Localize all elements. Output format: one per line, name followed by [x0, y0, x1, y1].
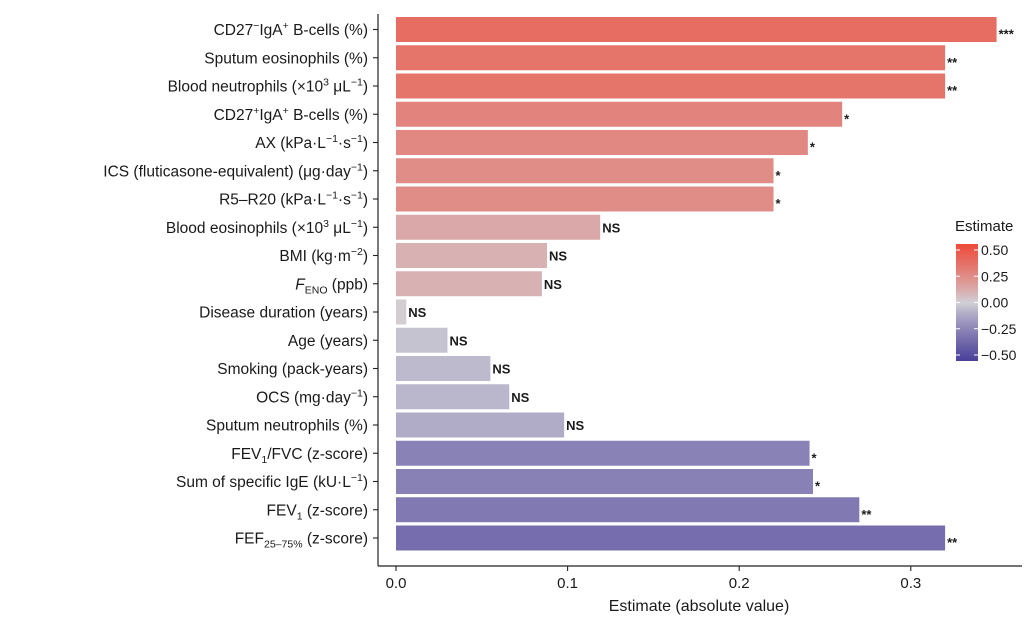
bar: [396, 73, 946, 99]
x-axis-title: Estimate (absolute value): [609, 598, 790, 615]
bar-row: Sum of specific IgE (kU·L−1) *: [176, 469, 821, 494]
bar-row: ICS (fluticasone-equivalent) (μg·day−1) *: [103, 158, 782, 184]
significance-label: NS: [544, 277, 562, 292]
y-tick-label: CD27−IgA+ B-cells (%): [214, 20, 368, 39]
bar-row: FEV1/FVC (z-score) *: [231, 440, 818, 466]
significance-label: *: [810, 140, 816, 155]
bar: [396, 101, 843, 127]
significance-label: *: [776, 196, 782, 211]
significance-label: NS: [566, 418, 584, 433]
bar-row: AX (kPa·L−1·s−1) *: [255, 130, 816, 155]
bar-row: CD27+IgA+ B-cells (%) *: [214, 101, 850, 127]
bar: [396, 17, 997, 42]
legend-tick-label: 0.25: [981, 268, 1008, 284]
y-tick-label: BMI (kg·m−2): [279, 246, 368, 265]
y-tick-label: Age (years): [288, 333, 368, 350]
bar: [396, 45, 946, 71]
bar: [396, 271, 542, 297]
legend-tick-label: 0.00: [981, 295, 1008, 311]
bar-row: Sputum eosinophils (%) **: [204, 45, 958, 71]
y-tick-label: Blood neutrophils (×103 μL−1): [168, 77, 368, 96]
bar: [396, 130, 808, 155]
y-tick-label: ICS (fluticasone-equivalent) (μg·day−1): [103, 161, 368, 180]
significance-label: *: [812, 450, 818, 465]
legend-tick-label: 0.50: [981, 242, 1008, 258]
bar-row: BMI (kg·m−2) NS: [279, 243, 567, 268]
bar: [396, 214, 601, 240]
significance-label: *: [815, 479, 821, 494]
bar-row: Blood neutrophils (×103 μL−1) **: [168, 73, 958, 99]
significance-label: NS: [492, 362, 510, 377]
bar-row: CD27−IgA+ B-cells (%) ***: [214, 17, 1015, 42]
legend-colorbar: [956, 244, 978, 361]
bar-row: Age (years) NS: [288, 327, 468, 353]
bar: [396, 525, 946, 551]
legend-tick-label: −0.50: [981, 347, 1017, 363]
bar: [396, 356, 491, 381]
y-tick-label: FEV1 (z-score): [267, 502, 368, 522]
bar: [396, 158, 774, 184]
x-tick-label: 0.0: [386, 575, 407, 592]
y-tick-label: CD27+IgA+ B-cells (%): [214, 105, 368, 124]
color-legend: Estimate 0.50 0.25 0.00 −0.25 −0.50: [955, 218, 1017, 363]
y-tick-label: FEF25–75% (z-score): [235, 531, 368, 551]
bar-row: Disease duration (years) NS: [199, 299, 427, 325]
bar: [396, 384, 510, 410]
y-tick-label: AX (kPa·L−1·s−1): [255, 133, 368, 152]
y-tick-label: OCS (mg·day−1): [256, 387, 368, 406]
bar-row: FEF25–75% (z-score) **: [235, 525, 958, 551]
significance-label: NS: [408, 305, 426, 320]
significance-label: NS: [549, 249, 567, 264]
y-tick-label: FEV1/FVC (z-score): [231, 446, 368, 466]
bar-row: FENO (ppb) NS: [295, 271, 562, 297]
legend-title: Estimate: [955, 218, 1013, 235]
significance-label: **: [947, 55, 958, 70]
significance-label: **: [947, 83, 958, 98]
bar: [396, 440, 810, 466]
x-tick-label: 0.3: [900, 575, 921, 592]
bar: [396, 243, 548, 268]
bar: [396, 186, 774, 212]
bar-row: Sputum neutrophils (%) NS: [206, 412, 585, 438]
bar: [396, 497, 860, 523]
y-tick-label: Smoking (pack-years): [217, 361, 368, 378]
bar-row: R5–R20 (kPa·L−1·s−1) *: [219, 186, 782, 212]
bar-row: FEV1 (z-score) **: [267, 497, 872, 523]
legend-tick-label: −0.25: [981, 321, 1017, 337]
bar-row: OCS (mg·day−1) NS: [256, 384, 530, 410]
y-tick-label: FENO (ppb): [295, 276, 368, 296]
bar-row: Blood eosinophils (×103 μL−1) NS: [166, 214, 621, 240]
y-tick-label: Sputum neutrophils (%): [206, 418, 368, 435]
y-tick-label: Sum of specific IgE (kU·L−1): [176, 472, 368, 491]
x-tick-label: 0.2: [729, 575, 750, 592]
significance-label: NS: [602, 220, 620, 235]
significance-label: **: [947, 535, 958, 550]
bar: [396, 469, 813, 494]
significance-label: *: [776, 168, 782, 183]
bar: [396, 299, 407, 325]
significance-label: NS: [449, 333, 467, 348]
bar-row: Smoking (pack-years) NS: [217, 356, 511, 381]
bar: [396, 327, 448, 353]
y-tick-label: R5–R20 (kPa·L−1·s−1): [219, 190, 368, 209]
significance-label: ***: [999, 27, 1015, 42]
significance-label: **: [861, 507, 872, 522]
y-tick-label: Disease duration (years): [199, 305, 368, 322]
bar: [396, 412, 565, 438]
y-tick-label: Blood eosinophils (×103 μL−1): [166, 218, 368, 237]
significance-label: *: [844, 111, 850, 126]
y-tick-label: Sputum eosinophils (%): [204, 50, 368, 67]
significance-label: NS: [511, 390, 529, 405]
x-tick-label: 0.1: [557, 575, 578, 592]
